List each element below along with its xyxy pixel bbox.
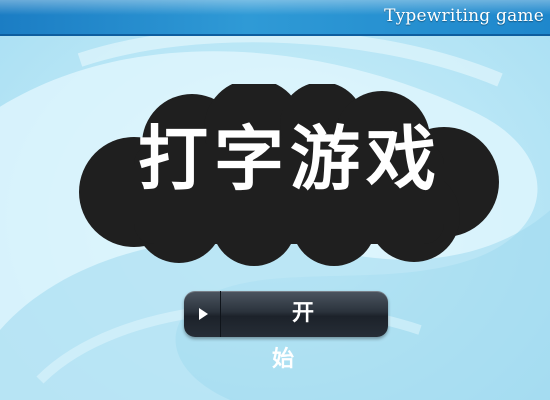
header-bar	[0, 0, 550, 36]
title-cloud-shape	[79, 84, 499, 266]
game-title: 打字游戏	[138, 118, 442, 200]
game-subtitle: Typewriting game	[384, 6, 544, 26]
play-arrow-icon[interactable]	[199, 308, 208, 320]
start-arrow-box[interactable]	[184, 291, 221, 337]
start-button-label[interactable]: 开始	[271, 301, 354, 372]
start-button[interactable]: 开始	[184, 291, 388, 372]
header-shine	[0, 0, 550, 15]
